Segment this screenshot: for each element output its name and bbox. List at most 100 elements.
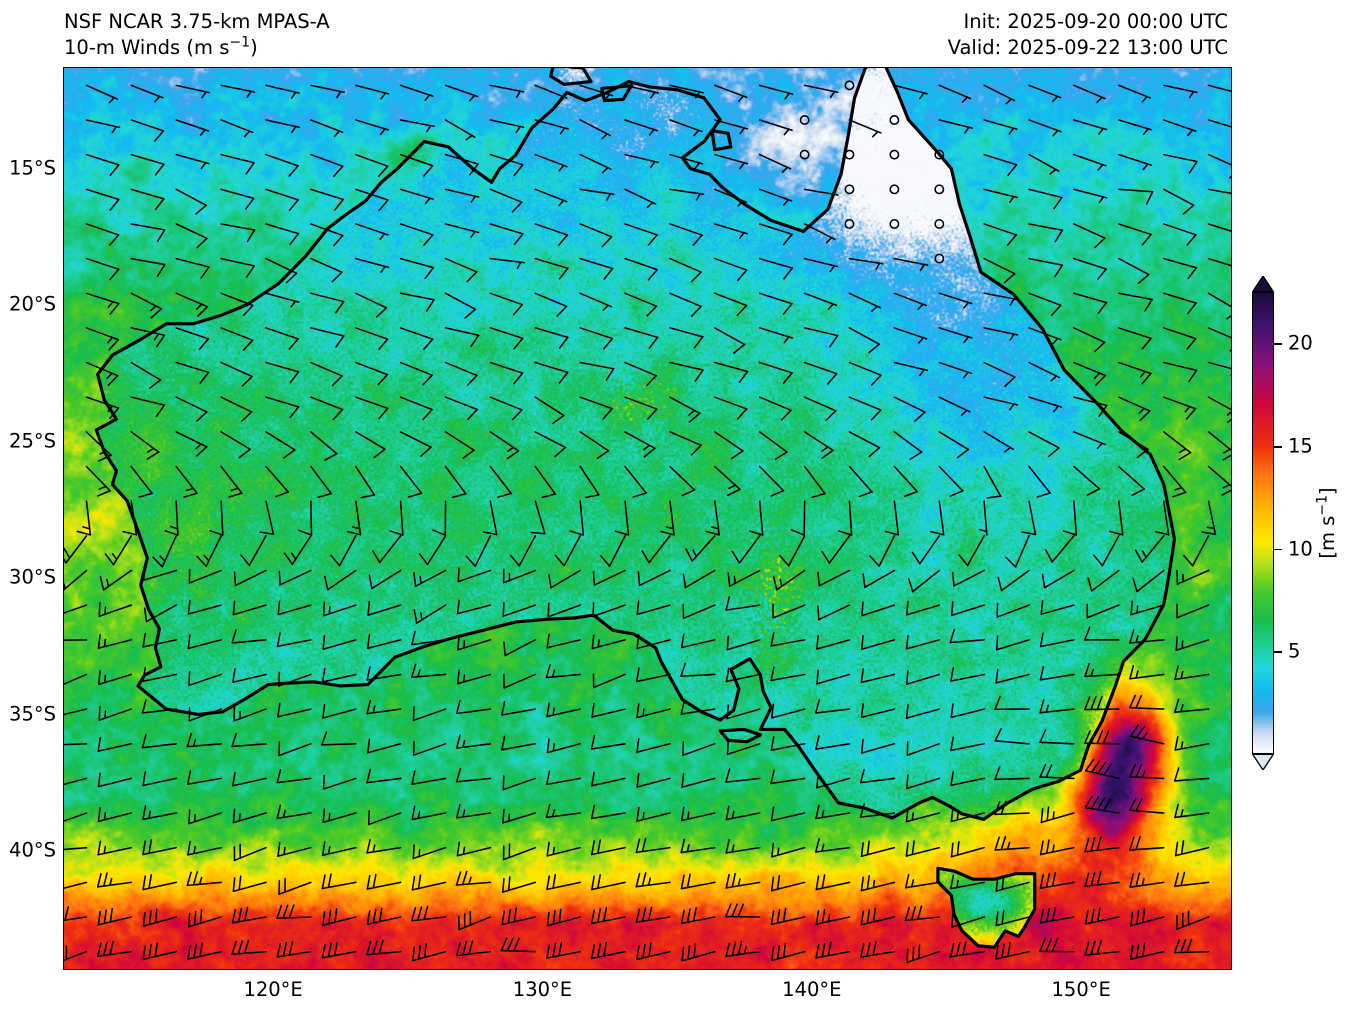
wind-barb: [455, 767, 492, 783]
wind-barb: [130, 84, 164, 103]
wind-barb: [456, 841, 492, 857]
wind-barb: [130, 119, 165, 142]
wind-barb: [770, 907, 806, 926]
wind-barb: [64, 945, 88, 962]
wind-barb: [669, 188, 705, 201]
wind-barb: [220, 465, 243, 498]
wind-barb: [624, 431, 656, 458]
wind-barb: [1128, 694, 1165, 710]
wind-barb: [1176, 569, 1210, 585]
wind-barb: [714, 361, 749, 384]
cbar-label-exponent: −1: [1314, 494, 1331, 516]
wind-barb: [500, 937, 537, 953]
wind-barb: [859, 768, 896, 784]
wind-barb: [685, 535, 716, 562]
wind-barb: [187, 840, 222, 856]
wind-barb: [502, 775, 537, 791]
wind-barb: [323, 569, 357, 591]
wind-barb: [501, 701, 537, 716]
wind-barb: [310, 257, 343, 283]
wind-barb: [534, 396, 565, 425]
wind-barb: [906, 944, 941, 964]
wind-barb: [905, 807, 941, 823]
colorbar-tick-0: [1274, 343, 1282, 345]
wind-barb: [97, 907, 133, 926]
wind-barb: [1132, 569, 1165, 593]
wind-barb: [233, 843, 267, 862]
wind-barb: [1129, 664, 1165, 680]
wind-barb: [983, 327, 1019, 341]
wind-barb: [175, 396, 208, 422]
wind-barb: [758, 292, 793, 315]
wind-barb: [489, 257, 525, 270]
wind-barb: [534, 327, 569, 349]
wind-barb: [355, 257, 390, 273]
wind-barb: [979, 500, 988, 536]
wind-barb: [725, 667, 761, 683]
wind-barb: [1173, 938, 1210, 954]
colorbar-over-arrow: [1252, 276, 1274, 292]
colorbar-tick-3: [1274, 651, 1282, 653]
wind-barb: [725, 596, 761, 611]
wind-barb: [321, 841, 357, 857]
wind-barb: [85, 361, 119, 387]
wind-barb: [64, 535, 88, 564]
wind-barb: [938, 396, 971, 416]
wind-barb: [958, 535, 985, 567]
wind-barb: [950, 807, 985, 823]
wind-barb: [321, 667, 357, 683]
wind-barb: [502, 843, 537, 861]
wind-barb: [265, 327, 299, 350]
wind-barb: [714, 396, 748, 420]
wind-barb: [546, 941, 581, 959]
wind-barb: [660, 500, 675, 536]
wind-barb: [636, 738, 671, 753]
wind-barb: [444, 153, 479, 176]
wind-barb: [803, 223, 836, 244]
wind-barb: [1028, 257, 1064, 278]
wind-barb: [682, 604, 716, 620]
wind-barb: [1207, 292, 1231, 320]
wind-barb: [1073, 223, 1106, 249]
wind-barb: [1201, 500, 1217, 536]
wind-barb: [355, 84, 390, 100]
wind-barb: [714, 119, 749, 135]
wind-barb: [1207, 361, 1231, 376]
wind-barb: [1174, 736, 1210, 751]
wind-barb: [276, 632, 312, 648]
wind-barb: [1118, 119, 1153, 136]
wind-barb: [1129, 942, 1165, 960]
wind-barb: [310, 327, 345, 348]
wind-barb: [726, 740, 761, 756]
latitude-label-0: 15°S: [9, 156, 56, 180]
wind-barb: [771, 842, 806, 858]
wind-barb: [322, 908, 357, 927]
wind-barb: [680, 633, 716, 649]
wind-barb: [934, 253, 945, 264]
wind-barb: [310, 396, 344, 421]
wind-barb: [862, 569, 896, 589]
wind-barb: [951, 912, 985, 928]
wind-barb: [411, 805, 447, 821]
colorbar-tick-label-1: 15: [1288, 434, 1313, 458]
wind-barb: [413, 569, 447, 588]
wind-barb: [277, 600, 312, 616]
wind-barb: [412, 943, 447, 962]
wind-barb: [994, 727, 1030, 745]
wind-barb: [501, 735, 537, 751]
wind-barb: [64, 777, 88, 786]
wind-barb: [355, 223, 389, 240]
wind-barb: [1128, 763, 1165, 780]
wind-barb: [996, 602, 1030, 618]
colorbar-gradient: [1252, 292, 1274, 754]
wind-barb: [277, 842, 312, 857]
wind-barb: [803, 292, 838, 311]
longitude-label-3: 150°E: [1051, 978, 1111, 1001]
wind-barb: [64, 708, 88, 716]
wind-barb: [489, 119, 525, 134]
wind-barb: [579, 292, 613, 312]
wind-barb: [188, 671, 222, 687]
wind-barb: [458, 910, 492, 931]
wind-barb: [1207, 119, 1231, 128]
wind-barb: [1084, 662, 1120, 678]
